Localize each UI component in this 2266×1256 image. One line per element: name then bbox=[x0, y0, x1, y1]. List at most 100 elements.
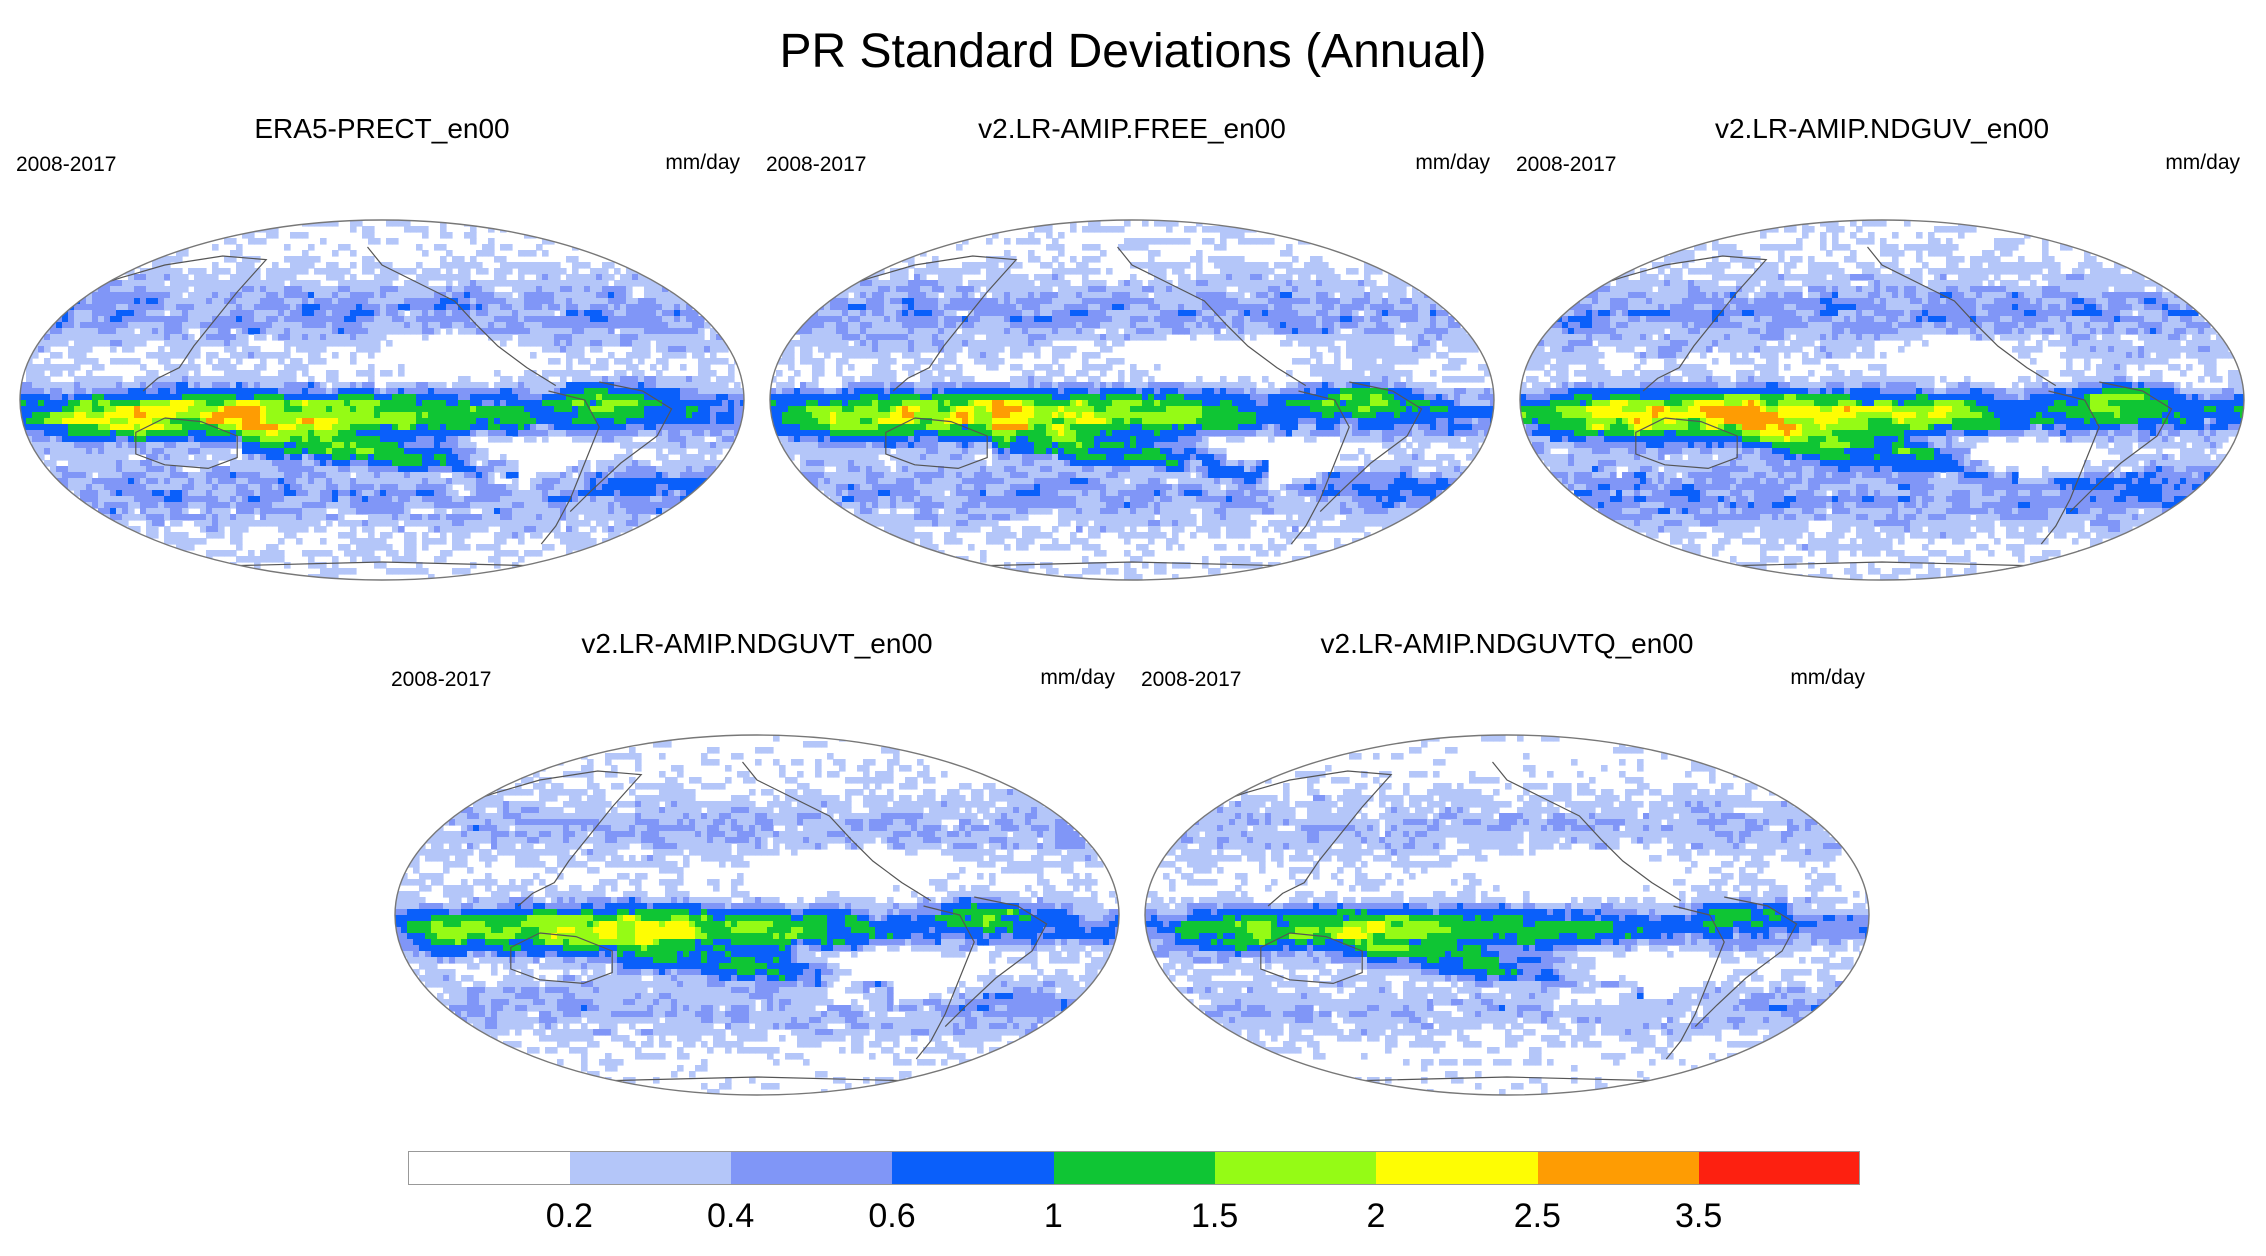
contour-cell bbox=[728, 418, 735, 425]
contour-cell bbox=[440, 436, 447, 443]
contour-cell bbox=[134, 418, 141, 425]
contour-cell bbox=[980, 262, 987, 269]
contour-cell bbox=[398, 394, 405, 401]
contour-cell bbox=[224, 520, 231, 527]
contour-cell bbox=[434, 526, 441, 533]
contour-cell bbox=[182, 532, 189, 539]
contour-cell bbox=[212, 550, 219, 557]
contour-cell bbox=[248, 298, 255, 305]
contour-cell bbox=[590, 436, 597, 443]
contour-cell bbox=[386, 532, 393, 539]
contour-cell bbox=[614, 514, 621, 521]
contour-cell bbox=[1154, 280, 1161, 287]
contour-cell bbox=[290, 322, 297, 329]
contour-cell bbox=[668, 304, 675, 311]
contour-cell bbox=[326, 502, 333, 509]
contour-cell bbox=[260, 394, 267, 401]
contour-cell bbox=[1070, 292, 1077, 299]
contour-cell bbox=[638, 298, 645, 305]
contour-cell bbox=[218, 514, 225, 521]
contour-cell bbox=[284, 442, 291, 449]
contour-cell bbox=[962, 262, 969, 269]
contour-cell bbox=[74, 352, 81, 359]
contour-cell bbox=[554, 424, 561, 431]
contour-cell bbox=[218, 298, 225, 305]
contour-cell bbox=[1034, 286, 1041, 293]
contour-cell bbox=[1298, 280, 1305, 287]
contour-cell bbox=[212, 292, 219, 299]
contour-cell bbox=[32, 382, 39, 389]
contour-cell bbox=[146, 394, 153, 401]
contour-cell bbox=[614, 490, 621, 497]
contour-cell bbox=[188, 280, 195, 287]
contour-cell bbox=[446, 412, 453, 419]
contour-cell bbox=[1268, 268, 1275, 275]
contour-cell bbox=[452, 382, 459, 389]
contour-cell bbox=[662, 310, 669, 317]
contour-cell bbox=[422, 532, 429, 539]
contour-cell bbox=[668, 502, 675, 509]
contour-cell bbox=[662, 478, 669, 485]
contour-cell bbox=[698, 460, 705, 467]
contour-cell bbox=[590, 430, 597, 437]
contour-cell bbox=[536, 514, 543, 521]
contour-cell bbox=[302, 286, 309, 293]
contour-cell bbox=[566, 292, 573, 299]
contour-cell bbox=[236, 334, 243, 341]
contour-cell bbox=[380, 268, 387, 275]
contour-cell bbox=[260, 460, 267, 467]
contour-cell bbox=[362, 292, 369, 299]
contour-cell bbox=[386, 442, 393, 449]
contour-cell bbox=[734, 406, 741, 413]
contour-cell bbox=[722, 394, 729, 401]
contour-cell bbox=[440, 508, 447, 515]
contour-cell bbox=[218, 310, 225, 317]
contour-cell bbox=[542, 292, 549, 299]
contour-cell bbox=[566, 466, 573, 473]
contour-cell bbox=[722, 406, 729, 413]
contour-cell bbox=[266, 424, 273, 431]
contour-cell bbox=[218, 484, 225, 491]
contour-cell bbox=[104, 490, 111, 497]
contour-cell bbox=[74, 340, 81, 347]
contour-cell bbox=[116, 388, 123, 395]
contour-cell bbox=[116, 286, 123, 293]
contour-cell bbox=[74, 358, 81, 365]
contour-cell bbox=[134, 436, 141, 443]
contour-cell bbox=[674, 310, 681, 317]
contour-cell bbox=[1046, 262, 1053, 269]
contour-cell bbox=[626, 334, 633, 341]
contour-cell bbox=[482, 268, 489, 275]
contour-cell bbox=[410, 556, 417, 563]
contour-cell bbox=[608, 400, 615, 407]
contour-cell bbox=[308, 502, 315, 509]
contour-cell bbox=[128, 268, 135, 275]
contour-cell bbox=[662, 382, 669, 389]
contour-cell bbox=[170, 292, 177, 299]
contour-cell bbox=[494, 544, 501, 551]
contour-cell bbox=[362, 484, 369, 491]
contour-cell bbox=[488, 556, 495, 563]
contour-cell bbox=[164, 538, 171, 545]
contour-cell bbox=[578, 520, 585, 527]
contour-cell bbox=[488, 502, 495, 509]
contour-cell bbox=[206, 394, 213, 401]
contour-cell bbox=[512, 388, 519, 395]
contour-cell bbox=[140, 412, 147, 419]
contour-cell bbox=[590, 268, 597, 275]
contour-cell bbox=[188, 400, 195, 407]
contour-cell bbox=[914, 280, 921, 287]
contour-cell bbox=[290, 232, 297, 239]
contour-cell bbox=[224, 292, 231, 299]
contour-cell bbox=[206, 316, 213, 323]
contour-cell bbox=[308, 262, 315, 269]
contour-cell bbox=[506, 280, 513, 287]
contour-cell bbox=[536, 322, 543, 329]
contour-cell bbox=[536, 382, 543, 389]
contour-cell bbox=[104, 382, 111, 389]
contour-cell bbox=[386, 418, 393, 425]
contour-cell bbox=[212, 514, 219, 521]
contour-cell bbox=[176, 274, 183, 281]
contour-cell bbox=[128, 346, 135, 353]
contour-cell bbox=[62, 406, 69, 413]
